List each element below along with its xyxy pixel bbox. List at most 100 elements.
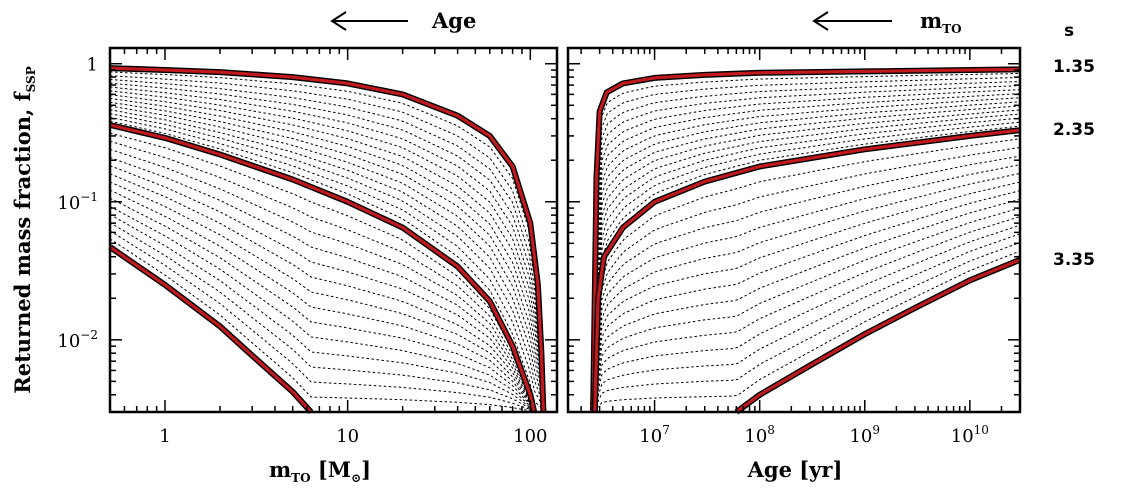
left-guide-curve (109, 94, 557, 413)
left-x-axis-label: mTO [M⊙] (269, 457, 371, 485)
right-guide-curve (568, 242, 1021, 413)
slope-label-2: 2.35 (1053, 120, 1095, 140)
left-guide-curve (109, 238, 557, 413)
left-guide-curve (109, 140, 557, 413)
y-tick-label-exp: −2 (80, 328, 98, 342)
y-tick-label: 1 (87, 55, 98, 76)
right-guide-curve (568, 164, 1021, 413)
right-guide-curve (568, 117, 1021, 413)
right-guide-curve (568, 147, 1021, 413)
right-guide-curve (568, 207, 1021, 413)
right-guide-curve (568, 109, 1021, 413)
left-plot-frame (108, 46, 559, 414)
right-x-tick-label-exp: 9 (872, 423, 880, 437)
right-guide-curve (568, 155, 1021, 413)
y-tick-label: 10−1 (57, 190, 98, 214)
left-top-annotation-text: Age (431, 8, 476, 33)
y-tick-label-base: 1 (87, 55, 98, 76)
right-top-annotation-m: m (920, 8, 942, 33)
left-x-tick-label: 100 (513, 426, 547, 447)
right-x-tick-label-base: 10 (849, 426, 872, 447)
left-x-axis-label-unit: [M (311, 457, 352, 482)
right-guide-curve (568, 105, 1021, 413)
right-x-tick-label-exp: 10 (974, 423, 989, 437)
right-top-annotation-text: mTO (920, 8, 962, 36)
right-guide-curve (568, 85, 1021, 413)
right-guide-curve (568, 81, 1021, 413)
left-series-outline-s2_35 (109, 122, 538, 413)
right-x-tick-label-exp: 8 (767, 423, 775, 437)
left-x-tick-label-base: 1 (159, 426, 170, 447)
left-guide-curve (109, 79, 557, 413)
left-guide-curve (109, 116, 557, 413)
right-x-tick-label-base: 10 (639, 426, 662, 447)
left-guide-curve (109, 173, 557, 413)
right-x-tick-label-exp: 7 (662, 423, 670, 437)
left-guide-curve (109, 230, 557, 413)
right-guide-curve (568, 77, 1021, 413)
y-axis-label-main: Returned mass fraction, f (10, 90, 35, 393)
left-guide-curve (109, 113, 557, 413)
y-tick-label-exp: −1 (80, 190, 98, 204)
left-guide-curve (109, 82, 557, 413)
right-guide-curve (568, 89, 1021, 413)
right-guide-curve (568, 172, 1021, 413)
right-series-line-s2_35 (593, 128, 1021, 413)
right-series-outline-s1_35 (590, 66, 1021, 413)
left-guide-curve (109, 132, 557, 413)
right-top-annotation: mTO (812, 8, 962, 36)
y-axis-label: Returned mass fraction, fSSP (10, 66, 38, 393)
right-x-tick-label: 108 (744, 423, 775, 447)
left-ticks (109, 48, 557, 413)
right-series-line-s3_35 (735, 258, 1021, 414)
right-guide-curves (568, 72, 1021, 413)
left-series-line-s3_35 (109, 245, 313, 414)
left-series-outline-s1_35 (109, 65, 547, 413)
left-guide-curve (109, 109, 557, 413)
right-guide-curve (568, 113, 1021, 413)
right-x-tick-label: 107 (639, 423, 670, 447)
slope-header: s (1064, 21, 1074, 41)
left-x-axis-label-close: ] (361, 457, 371, 482)
left-guide-curve (109, 181, 557, 413)
y-tick-label-base: 10 (57, 331, 80, 352)
left-x-tick-label-base: 10 (336, 426, 359, 447)
y-tick-label-base: 10 (57, 193, 80, 214)
left-guide-curve (109, 214, 557, 413)
right-x-tick-label-base: 10 (744, 426, 767, 447)
left-guide-curve (109, 189, 557, 413)
left-series-line-s1_35 (109, 66, 545, 413)
left-guide-curves (109, 71, 557, 413)
right-guide-curve (568, 181, 1021, 413)
right-highlight-curves (590, 66, 1022, 415)
left-guide-curve (109, 205, 557, 413)
right-guide-curve (568, 97, 1021, 413)
left-x-axis-label-unit-sub: ⊙ (351, 471, 361, 485)
right-x-tick-label-base: 10 (951, 426, 974, 447)
right-guide-curve (568, 72, 1021, 413)
right-guide-curve (568, 138, 1021, 413)
right-guide-curve (568, 190, 1021, 413)
left-x-tick-label: 1 (159, 426, 170, 447)
right-arrowhead-icon (812, 11, 829, 31)
left-panel (108, 46, 559, 415)
y-tick-label: 10−2 (57, 328, 98, 352)
left-arrowhead-icon (330, 11, 347, 31)
right-ticks (568, 48, 1021, 413)
right-x-tick-label: 109 (849, 423, 880, 447)
left-guide-curve (109, 222, 557, 413)
left-guide-curve (109, 101, 557, 413)
right-series-outline-s3_35 (734, 257, 1022, 415)
y-axis-label-sub: SSP (24, 66, 38, 92)
right-panel (566, 46, 1022, 415)
left-series-line-s2_35 (109, 123, 536, 413)
left-top-annotation: Age (330, 8, 476, 33)
right-guide-curve (568, 216, 1021, 413)
left-highlight-curves (108, 65, 547, 415)
left-x-axis-label-sub: TO (291, 471, 310, 485)
left-guide-curve (109, 120, 557, 413)
left-guide-curve (109, 148, 557, 413)
left-guide-curve (109, 75, 557, 413)
right-guide-curve (568, 198, 1021, 413)
